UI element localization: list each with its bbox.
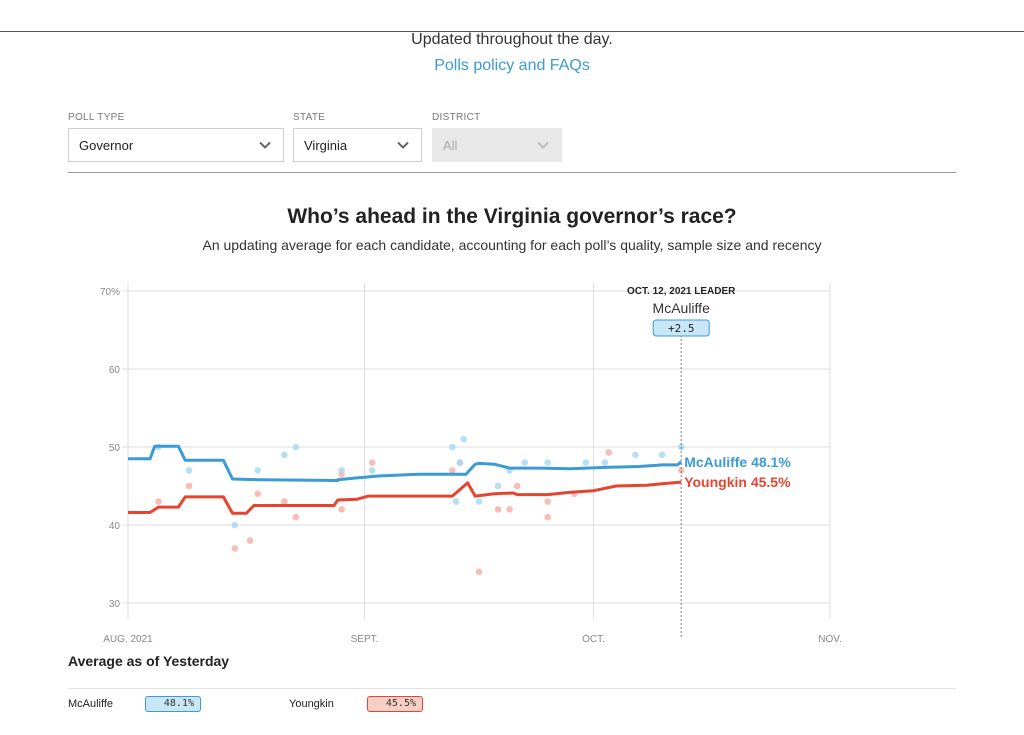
section-rule bbox=[68, 172, 956, 173]
poll-dot-youngkin[interactable] bbox=[281, 498, 288, 505]
state-select[interactable]: Virginia bbox=[293, 128, 422, 162]
chevron-down-icon bbox=[397, 141, 409, 149]
y-tick-label: 40 bbox=[109, 521, 121, 532]
x-tick-label: SEPT. bbox=[351, 634, 379, 645]
poll-dot-mcauliffe[interactable] bbox=[456, 459, 464, 466]
average-name-youngkin: Youngkin bbox=[289, 698, 334, 710]
district-value: All bbox=[443, 138, 458, 153]
poll-dot-mcauliffe[interactable] bbox=[582, 459, 590, 466]
y-tick-label: 50 bbox=[109, 443, 121, 454]
series-line-youngkin[interactable] bbox=[128, 480, 682, 515]
poll-dot-mcauliffe[interactable] bbox=[338, 467, 345, 474]
y-tick-label: 70% bbox=[100, 287, 120, 298]
updated-text: Updated throughout the day. bbox=[411, 31, 613, 48]
polls-policy-link[interactable]: Polls policy and FAQs bbox=[434, 57, 590, 74]
district-select: All bbox=[432, 128, 562, 162]
poll-dot-youngkin[interactable] bbox=[254, 490, 262, 498]
poll-dot-mcauliffe[interactable] bbox=[494, 482, 502, 490]
average-name-mcauliffe: McAuliffe bbox=[68, 698, 114, 710]
leader-candidate: McAuliffe bbox=[653, 300, 711, 316]
state-label: STATE bbox=[293, 112, 326, 123]
poll-dot-mcauliffe[interactable] bbox=[448, 443, 456, 451]
poll-dot-youngkin[interactable] bbox=[338, 506, 345, 513]
poll-dot-mcauliffe[interactable] bbox=[475, 498, 483, 505]
average-rule bbox=[68, 688, 956, 689]
poll-dot-mcauliffe[interactable] bbox=[601, 459, 609, 466]
poll-dot-mcauliffe[interactable] bbox=[521, 459, 529, 466]
poll-dot-mcauliffe[interactable] bbox=[231, 521, 239, 529]
poll-dot-youngkin[interactable] bbox=[475, 568, 483, 576]
poll-dot-youngkin[interactable] bbox=[544, 513, 551, 521]
x-tick-label: NOV. bbox=[818, 634, 842, 645]
poll-dot-youngkin[interactable] bbox=[494, 506, 502, 513]
poll-dot-youngkin[interactable] bbox=[231, 545, 239, 552]
poll-dot-mcauliffe[interactable] bbox=[254, 467, 262, 474]
district-label: DISTRICT bbox=[432, 112, 481, 123]
x-tick-label: AUG. 2021 bbox=[103, 634, 153, 645]
state-value: Virginia bbox=[304, 138, 348, 153]
poll-type-value: Governor bbox=[79, 138, 134, 153]
poll-dot-mcauliffe[interactable] bbox=[544, 459, 551, 466]
poll-dot-mcauliffe[interactable] bbox=[185, 467, 193, 474]
series-end-label-mcauliffe: McAuliffe 48.1% bbox=[684, 454, 791, 470]
x-tick-label: OCT. bbox=[582, 634, 605, 645]
chart-title: Who’s ahead in the Virginia governor’s r… bbox=[287, 205, 737, 228]
chart-subtitle: An updating average for each candidate, … bbox=[202, 237, 822, 253]
poll-type-label: POLL TYPE bbox=[68, 112, 125, 123]
poll-dot-youngkin[interactable] bbox=[448, 467, 456, 474]
poll-type-select[interactable]: Governor bbox=[68, 128, 284, 162]
poll-dot-youngkin[interactable] bbox=[544, 498, 551, 505]
poll-dot-youngkin[interactable] bbox=[368, 459, 376, 466]
series-line-mcauliffe[interactable] bbox=[128, 444, 683, 482]
poll-dot-youngkin[interactable] bbox=[506, 506, 513, 513]
average-value-mcauliffe: 48.1% bbox=[145, 696, 201, 712]
poll-dot-mcauliffe[interactable] bbox=[281, 451, 288, 459]
chevron-down-icon bbox=[537, 141, 549, 149]
poll-dot-youngkin[interactable] bbox=[513, 482, 521, 490]
poll-dot-youngkin[interactable] bbox=[292, 513, 300, 521]
poll-dot-youngkin[interactable] bbox=[185, 482, 193, 490]
poll-dot-mcauliffe[interactable] bbox=[460, 435, 468, 443]
poll-dot-mcauliffe[interactable] bbox=[292, 443, 300, 451]
poll-dot-mcauliffe[interactable] bbox=[368, 467, 376, 474]
poll-dot-mcauliffe[interactable] bbox=[452, 498, 460, 505]
leader-date-label: OCT. 12, 2021 LEADER bbox=[627, 286, 736, 297]
poll-dot-mcauliffe[interactable] bbox=[632, 451, 639, 459]
poll-dot-youngkin[interactable] bbox=[677, 467, 685, 474]
polling-average-chart[interactable]: 70% 60 50 40 30 AUG. 2021 SEPT. OCT. NOV. McAulif… bbox=[0, 270, 1024, 650]
series-end-label-youngkin: Youngkin 45.5% bbox=[684, 474, 791, 490]
average-heading: Average as of Yesterday bbox=[68, 653, 230, 669]
average-value-youngkin: 45.5% bbox=[367, 696, 423, 712]
leader-margin-badge bbox=[652, 319, 710, 337]
y-tick-label: 30 bbox=[109, 599, 121, 610]
top-rule bbox=[0, 31, 1024, 32]
poll-dot-youngkin[interactable] bbox=[246, 537, 254, 544]
poll-dot-mcauliffe[interactable] bbox=[658, 451, 666, 459]
chevron-down-icon bbox=[259, 141, 271, 149]
poll-dot-youngkin[interactable] bbox=[155, 498, 162, 505]
y-tick-label: 60 bbox=[109, 365, 121, 376]
poll-dot-youngkin[interactable] bbox=[605, 449, 613, 456]
leader-margin-value: +2.5 bbox=[668, 322, 695, 335]
